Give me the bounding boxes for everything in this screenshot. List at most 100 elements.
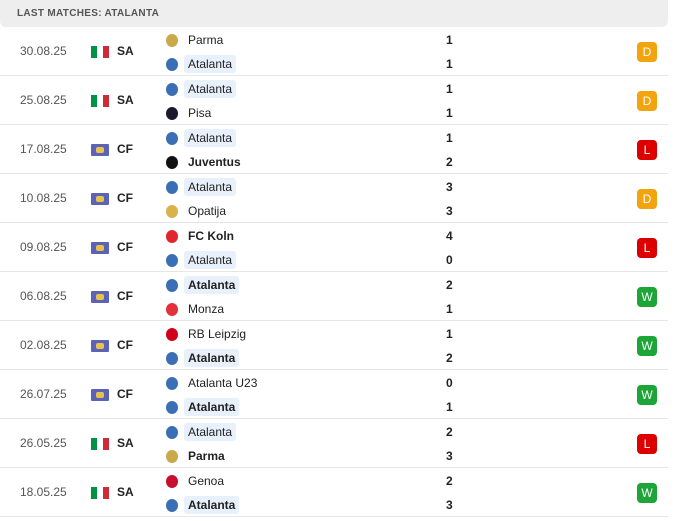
home-score: 4 (446, 229, 453, 243)
italy-flag-icon (91, 487, 109, 499)
match-date: 17.08.25 (20, 142, 67, 156)
match-row[interactable]: 30.08.25 SA Parma Atalanta 1 1 D (0, 27, 668, 76)
match-row[interactable]: 17.08.25 CF Atalanta Juventus 1 2 L (0, 125, 668, 174)
team-logo-icon (166, 278, 178, 292)
team-logo-icon (166, 400, 178, 414)
home-team: Atalanta (166, 128, 237, 148)
team-logo-icon (166, 376, 178, 390)
away-score: 1 (446, 106, 453, 120)
team-logo-icon (166, 449, 178, 463)
competition: CF (117, 240, 133, 254)
competition: SA (117, 485, 134, 499)
home-score: 1 (446, 33, 453, 47)
team-name: Atalanta (184, 178, 237, 196)
team-logo-icon (166, 327, 178, 341)
team-name: Atalanta (184, 251, 237, 269)
italy-flag-icon (91, 438, 109, 450)
match-date: 18.05.25 (20, 485, 67, 499)
match-row[interactable]: 06.08.25 CF Atalanta Monza 2 1 W (0, 272, 668, 321)
competition: SA (117, 93, 134, 107)
home-team: FC Koln (166, 226, 238, 246)
team-logo-icon (166, 204, 178, 218)
match-row[interactable]: 26.07.25 CF Atalanta U23 Atalanta 0 1 W (0, 370, 668, 419)
team-name: Atalanta (184, 423, 237, 441)
last-matches-panel: LAST MATCHES: ATALANTA 30.08.25 SA Parma… (0, 0, 668, 517)
home-score: 3 (446, 180, 453, 194)
home-team: Atalanta U23 (166, 373, 261, 393)
team-name: Atalanta U23 (188, 376, 258, 390)
team-logo-icon (166, 57, 178, 71)
team-logo-icon (166, 106, 178, 120)
team-logo-icon (166, 498, 178, 512)
competition: CF (117, 387, 133, 401)
away-team: Parma (166, 446, 229, 466)
match-date: 26.05.25 (20, 436, 67, 450)
match-date: 09.08.25 (20, 240, 67, 254)
away-score: 1 (446, 302, 453, 316)
result-badge: L (637, 140, 657, 160)
competition: SA (117, 436, 134, 450)
team-name: RB Leipzig (188, 327, 247, 341)
match-row[interactable]: 25.08.25 SA Atalanta Pisa 1 1 D (0, 76, 668, 125)
world-flag-icon (91, 291, 109, 303)
team-name: Genoa (188, 474, 225, 488)
world-flag-icon (91, 242, 109, 254)
home-team: Genoa (166, 471, 228, 491)
away-score: 0 (446, 253, 453, 267)
home-score: 0 (446, 376, 453, 390)
world-flag-icon (91, 389, 109, 401)
away-score: 1 (446, 57, 453, 71)
world-flag-icon (91, 144, 109, 156)
away-team: Atalanta (166, 397, 240, 417)
competition: CF (117, 338, 133, 352)
team-logo-icon (166, 155, 178, 169)
home-score: 2 (446, 278, 453, 292)
result-badge: W (637, 483, 657, 503)
match-row[interactable]: 18.05.25 SA Genoa Atalanta 2 3 W (0, 468, 668, 517)
competition: CF (117, 289, 133, 303)
away-score: 2 (446, 351, 453, 365)
competition: CF (117, 191, 133, 205)
team-logo-icon (166, 229, 178, 243)
team-logo-icon (166, 351, 178, 365)
team-name: Atalanta (184, 55, 237, 73)
home-score: 2 (446, 425, 453, 439)
home-team: Atalanta (166, 275, 240, 295)
match-row[interactable]: 26.05.25 SA Atalanta Parma 2 3 L (0, 419, 668, 468)
away-team: Pisa (166, 103, 215, 123)
match-date: 10.08.25 (20, 191, 67, 205)
home-score: 2 (446, 474, 453, 488)
match-date: 26.07.25 (20, 387, 67, 401)
match-date: 25.08.25 (20, 93, 67, 107)
result-badge: D (637, 189, 657, 209)
match-row[interactable]: 09.08.25 CF FC Koln Atalanta 4 0 L (0, 223, 668, 272)
team-name: Parma (188, 449, 225, 463)
match-date: 30.08.25 (20, 44, 67, 58)
result-badge: L (637, 434, 657, 454)
team-name: Monza (188, 302, 225, 316)
away-team: Atalanta (166, 495, 240, 515)
away-score: 2 (446, 155, 453, 169)
home-score: 1 (446, 131, 453, 145)
team-logo-icon (166, 474, 178, 488)
match-date: 02.08.25 (20, 338, 67, 352)
away-score: 3 (446, 498, 453, 512)
team-logo-icon (166, 425, 178, 439)
world-flag-icon (91, 340, 109, 352)
team-logo-icon (166, 131, 178, 145)
home-team: Parma (166, 30, 227, 50)
match-row[interactable]: 10.08.25 CF Atalanta Opatija 3 3 D (0, 174, 668, 223)
competition: SA (117, 44, 134, 58)
home-score: 1 (446, 327, 453, 341)
team-logo-icon (166, 253, 178, 267)
team-name: Atalanta (184, 80, 237, 98)
italy-flag-icon (91, 46, 109, 58)
competition: CF (117, 142, 133, 156)
match-row[interactable]: 02.08.25 CF RB Leipzig Atalanta 1 2 W (0, 321, 668, 370)
away-score: 3 (446, 449, 453, 463)
result-badge: D (637, 42, 657, 62)
home-team: RB Leipzig (166, 324, 250, 344)
away-team: Monza (166, 299, 228, 319)
result-badge: D (637, 91, 657, 111)
world-flag-icon (91, 193, 109, 205)
